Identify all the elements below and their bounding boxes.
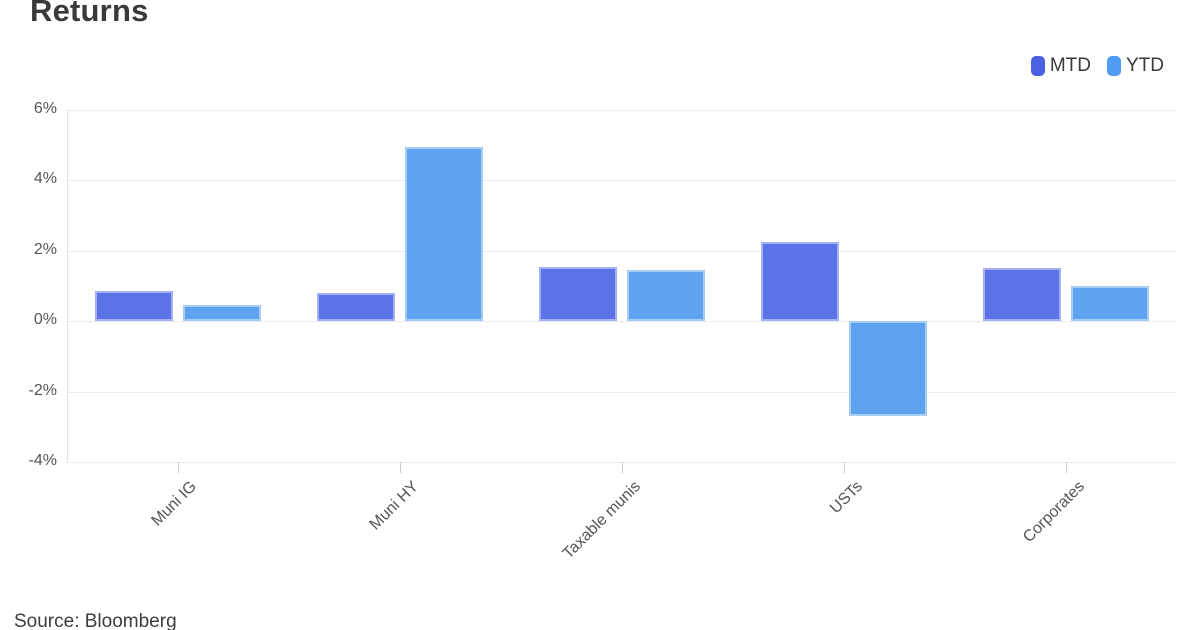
x-axis-tick-corporates xyxy=(1066,462,1067,473)
bar-ytd-muni-ig[interactable] xyxy=(183,305,261,322)
legend-swatch-mtd xyxy=(1030,56,1045,76)
bar-ytd-corporates[interactable] xyxy=(1071,286,1149,322)
gridline--2% xyxy=(67,391,1177,393)
gridline-4% xyxy=(67,180,1177,182)
x-axis-label-corporates: Corporates xyxy=(1020,478,1089,546)
gridline-2% xyxy=(67,250,1177,252)
y-axis-tick-label: 6% xyxy=(33,100,57,117)
bar-mtd-usts[interactable] xyxy=(761,242,839,322)
legend-item-ytd[interactable]: YTD xyxy=(1107,55,1164,77)
gridline-6% xyxy=(67,110,1177,111)
legend-item-mtd[interactable]: MTD xyxy=(1030,55,1091,77)
gridline-0% xyxy=(67,321,1177,323)
bar-ytd-taxable-munis[interactable] xyxy=(627,270,705,322)
y-axis-line xyxy=(67,110,68,462)
bar-mtd-muni-hy[interactable] xyxy=(317,293,395,322)
y-axis-tick-label: 2% xyxy=(33,240,57,258)
x-axis-label-usts: USTs xyxy=(826,478,867,518)
legend-label: YTD xyxy=(1126,55,1164,76)
x-axis-label-muni-ig: Muni IG xyxy=(148,478,201,530)
y-axis-tick-label: -2% xyxy=(28,381,57,399)
x-axis-label-taxable-munis: Taxable munis xyxy=(559,478,645,563)
bar-mtd-corporates[interactable] xyxy=(983,268,1061,322)
bar-ytd-muni-hy[interactable] xyxy=(405,146,483,322)
x-axis-label-muni-hy: Muni HY xyxy=(366,478,423,534)
source-caption: Source: Bloomberg xyxy=(14,611,177,630)
bar-ytd-usts[interactable] xyxy=(849,321,927,417)
legend-swatch-ytd xyxy=(1107,56,1121,76)
x-axis-tick-muni-hy xyxy=(400,462,401,473)
x-axis-tick-taxable-munis xyxy=(622,462,623,473)
y-axis-tick-label: 4% xyxy=(33,170,57,188)
chart-title: Returns xyxy=(30,0,149,28)
y-axis-tick-label: -4% xyxy=(28,452,57,469)
legend-label: MTD xyxy=(1049,55,1091,76)
x-axis-tick-muni-ig xyxy=(178,462,179,473)
chart-legend: MTD YTD xyxy=(1030,55,1164,77)
bar-mtd-muni-ig[interactable] xyxy=(95,291,173,322)
bar-mtd-taxable-munis[interactable] xyxy=(539,266,617,322)
x-axis-tick-usts xyxy=(844,462,845,473)
y-axis-tick-label: 0% xyxy=(33,311,57,329)
